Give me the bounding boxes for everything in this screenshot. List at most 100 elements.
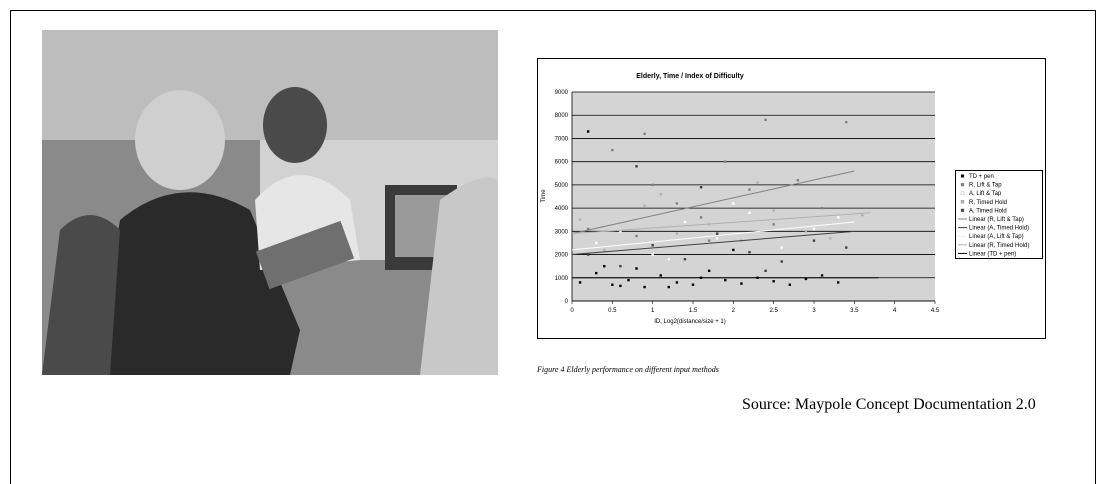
y-tick-label: 7000 bbox=[555, 136, 569, 142]
point bbox=[820, 274, 824, 277]
point bbox=[675, 202, 679, 205]
point bbox=[611, 283, 614, 286]
point bbox=[667, 285, 670, 289]
point bbox=[578, 218, 582, 221]
point bbox=[659, 192, 662, 196]
point bbox=[788, 283, 791, 286]
point bbox=[643, 285, 646, 289]
legend-label: Linear (R, Timed Hold) bbox=[969, 243, 1029, 249]
point bbox=[619, 264, 622, 268]
point bbox=[732, 202, 735, 205]
y-tick-label: 4000 bbox=[555, 206, 569, 212]
x-tick-label: 4 bbox=[893, 308, 897, 314]
legend-marker bbox=[960, 191, 965, 195]
y-tick-label: 0 bbox=[565, 299, 569, 305]
x-tick-label: 2.5 bbox=[769, 308, 778, 314]
point bbox=[675, 232, 679, 235]
x-tick-label: 3.5 bbox=[850, 308, 859, 314]
point bbox=[837, 281, 840, 284]
point bbox=[627, 278, 630, 282]
point bbox=[667, 258, 670, 261]
point bbox=[780, 260, 783, 263]
point bbox=[691, 283, 695, 286]
point bbox=[611, 148, 614, 152]
legend-marker bbox=[960, 174, 965, 178]
point bbox=[707, 269, 711, 273]
x-tick-label: 0 bbox=[570, 308, 574, 314]
x-tick-label: 0.5 bbox=[608, 308, 617, 314]
point bbox=[675, 281, 679, 284]
point bbox=[764, 269, 767, 273]
x-tick-label: 3 bbox=[812, 308, 816, 314]
y-axis-label: Time bbox=[541, 189, 547, 203]
y-tick-label: 5000 bbox=[555, 183, 569, 189]
legend-marker bbox=[960, 208, 965, 213]
chart-title: Elderly, Time / Index of Difficulty bbox=[636, 73, 744, 80]
point bbox=[595, 241, 598, 245]
point bbox=[603, 264, 606, 268]
legend-marker bbox=[960, 200, 965, 204]
source: Source: Maypole Concept Documentation 2.… bbox=[742, 396, 1036, 413]
point bbox=[603, 248, 606, 252]
point bbox=[643, 204, 646, 207]
point bbox=[716, 237, 719, 240]
point bbox=[651, 253, 654, 256]
plot-area bbox=[572, 92, 935, 301]
trendline bbox=[571, 170, 855, 235]
point bbox=[837, 216, 840, 219]
y-tick-label: 8000 bbox=[555, 113, 569, 119]
frame bbox=[10, 10, 1096, 484]
legend bbox=[955, 170, 1043, 259]
point bbox=[651, 183, 654, 187]
point bbox=[772, 280, 775, 283]
legend-label: R, Timed Hold bbox=[969, 200, 1007, 206]
point bbox=[683, 258, 687, 261]
y-tick-label: 6000 bbox=[555, 160, 569, 166]
point bbox=[699, 186, 703, 189]
legend-label: Linear (TD + pen) bbox=[969, 251, 1016, 257]
point bbox=[772, 209, 775, 212]
point bbox=[845, 246, 848, 249]
legend-label: TD + pen bbox=[969, 174, 994, 180]
legend-label: Linear (R, Lift & Tap) bbox=[969, 217, 1024, 223]
point bbox=[732, 248, 735, 252]
point bbox=[724, 160, 727, 163]
point bbox=[764, 118, 767, 122]
x-tick-label: 1.5 bbox=[689, 308, 698, 314]
point bbox=[780, 246, 783, 249]
trendline bbox=[571, 221, 855, 251]
point bbox=[586, 253, 590, 256]
point bbox=[740, 282, 743, 285]
y-tick-label: 3000 bbox=[555, 229, 569, 235]
point bbox=[748, 188, 751, 191]
point bbox=[635, 234, 638, 238]
x-tick-label: 1 bbox=[651, 308, 655, 314]
point bbox=[595, 271, 598, 275]
legend-label: Linear (A, Timed Hold) bbox=[969, 226, 1029, 232]
legend-label: R, Lift & Tap bbox=[969, 183, 1002, 189]
point bbox=[828, 237, 832, 240]
point bbox=[619, 284, 622, 288]
point bbox=[820, 206, 824, 210]
point bbox=[748, 251, 751, 254]
point bbox=[635, 165, 638, 168]
point bbox=[651, 244, 654, 247]
point bbox=[804, 230, 808, 233]
point bbox=[586, 227, 590, 231]
y-tick-label: 1000 bbox=[555, 276, 569, 282]
x-tick-label: 2 bbox=[732, 308, 736, 314]
point bbox=[635, 267, 638, 270]
point bbox=[707, 239, 711, 242]
point bbox=[586, 130, 590, 133]
photo bbox=[42, 30, 498, 375]
trendline bbox=[571, 230, 855, 256]
point bbox=[796, 179, 800, 182]
point bbox=[716, 232, 719, 235]
point bbox=[756, 181, 759, 184]
legend-label: A, Timed Hold bbox=[969, 208, 1007, 214]
point bbox=[812, 239, 816, 242]
point bbox=[861, 213, 864, 217]
x-tick-label: 4.5 bbox=[931, 308, 940, 314]
caption: Figure 4 Elderly performance on differen… bbox=[536, 365, 719, 374]
